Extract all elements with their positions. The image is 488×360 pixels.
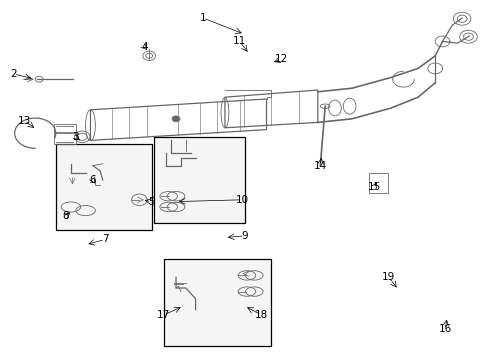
Text: 1: 1: [199, 13, 206, 23]
Bar: [56, 144, 151, 230]
Bar: [368, 173, 387, 193]
Text: 5: 5: [148, 197, 155, 207]
Text: 7: 7: [102, 234, 108, 244]
Text: 14: 14: [313, 161, 326, 171]
Text: 6: 6: [89, 175, 96, 185]
Text: 4: 4: [141, 42, 147, 52]
Text: 8: 8: [62, 211, 69, 221]
Text: 17: 17: [157, 310, 170, 320]
Text: 16: 16: [437, 324, 451, 334]
Ellipse shape: [172, 116, 180, 122]
Text: 18: 18: [254, 310, 268, 320]
Text: 15: 15: [366, 182, 380, 192]
Bar: [154, 137, 244, 223]
Text: 3: 3: [72, 132, 79, 142]
Text: 19: 19: [381, 272, 395, 282]
Text: 11: 11: [232, 36, 246, 46]
Text: 12: 12: [274, 54, 287, 64]
Bar: [163, 259, 271, 346]
Text: 2: 2: [10, 69, 17, 79]
Text: 13: 13: [18, 116, 31, 126]
Text: 10: 10: [235, 195, 248, 205]
Text: 9: 9: [241, 231, 247, 241]
